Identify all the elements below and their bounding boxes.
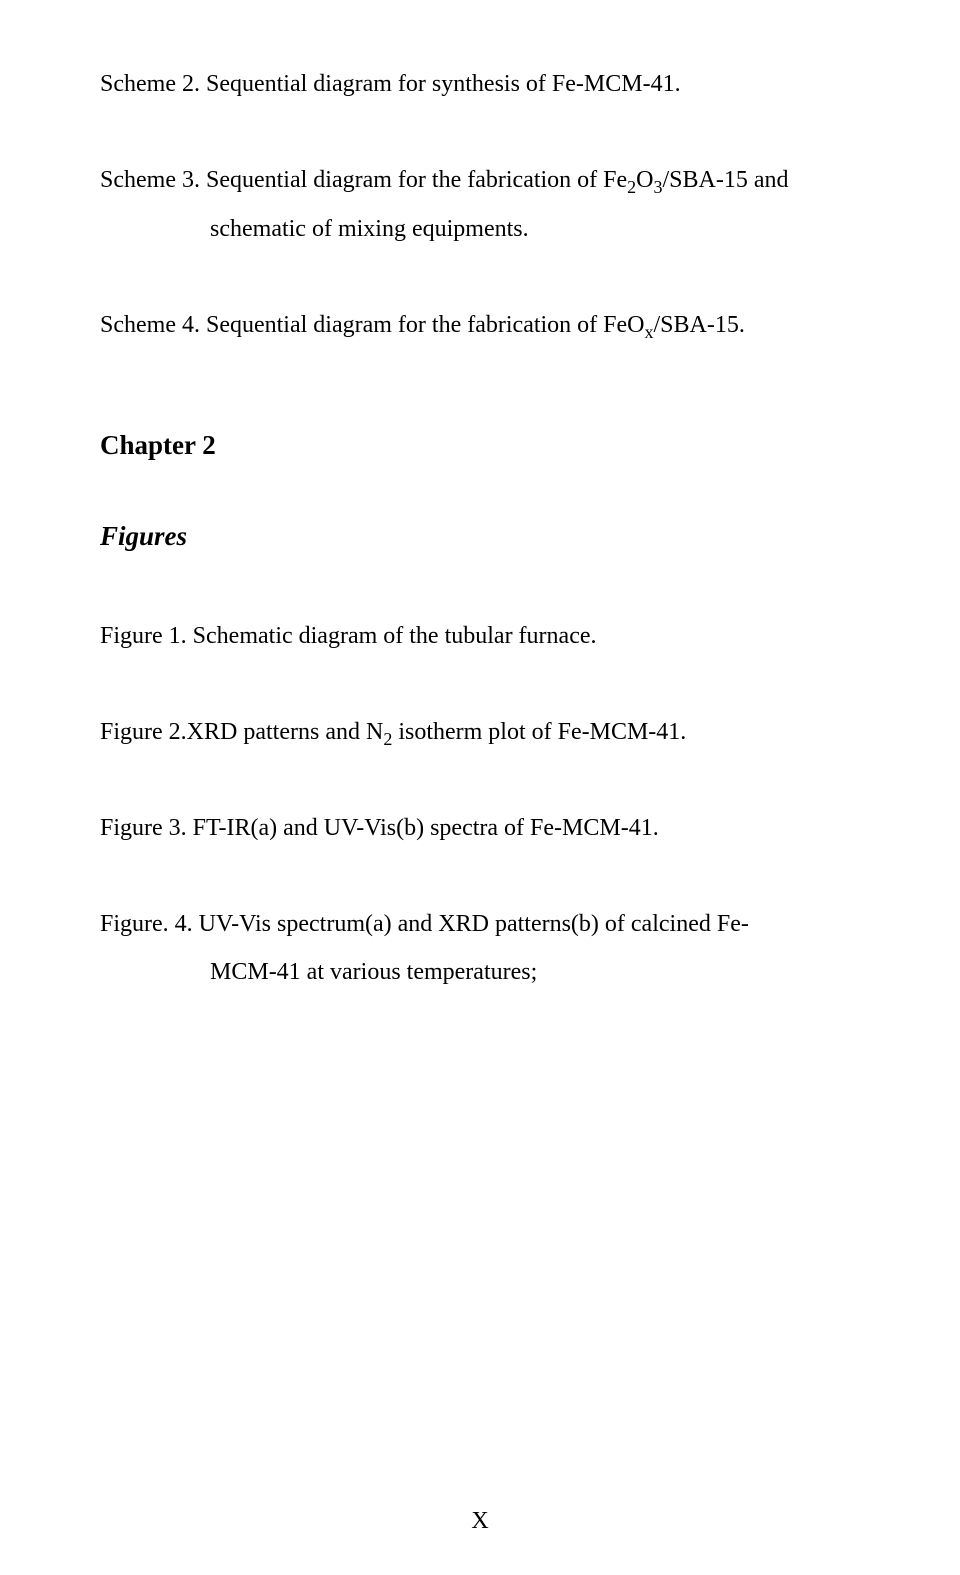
- figure-4-line2: MCM-41 at various temperatures;: [100, 948, 860, 996]
- scheme-4-text-p1: Sequential diagram for the fabrication o…: [200, 312, 645, 338]
- scheme-3-entry: Scheme 3. Sequential diagram for the fab…: [100, 156, 860, 253]
- scheme-3-line1: Scheme 3. Sequential diagram for the fab…: [100, 156, 860, 205]
- figure-2-entry: Figure 2.XRD patterns and N2 isotherm pl…: [100, 708, 860, 757]
- figure-4-entry: Figure. 4. UV-Vis spectrum(a) and XRD pa…: [100, 900, 860, 996]
- figure-4-label: Figure. 4.: [100, 911, 193, 937]
- scheme-4-label: Scheme 4.: [100, 312, 200, 338]
- scheme-3-text-p1: Sequential diagram for the fabrication o…: [200, 167, 627, 193]
- figure-3-entry: Figure 3. FT-IR(a) and UV-Vis(b) spectra…: [100, 804, 860, 852]
- figures-heading: Figures: [100, 521, 860, 552]
- scheme-4-entry: Scheme 4. Sequential diagram for the fab…: [100, 301, 860, 350]
- figure-4-text-1: UV-Vis spectrum(a) and XRD patterns(b) o…: [193, 911, 749, 937]
- scheme-3-text-p3: /SBA-15 and: [663, 167, 789, 193]
- scheme-2-label: Scheme 2.: [100, 71, 200, 97]
- scheme-3-line2: schematic of mixing equipments.: [100, 205, 860, 253]
- figure-1-text: Schematic diagram of the tubular furnace…: [187, 623, 597, 649]
- scheme-3-sub1: 2: [627, 177, 636, 197]
- figure-4-line1: Figure. 4. UV-Vis spectrum(a) and XRD pa…: [100, 900, 860, 948]
- figure-2-label: Figure 2.: [100, 719, 187, 745]
- scheme-4-sub1: x: [645, 322, 654, 342]
- chapter-heading: Chapter 2: [100, 430, 860, 461]
- page-number: X: [471, 1508, 488, 1535]
- scheme-3-text-p2: O: [636, 167, 653, 193]
- figure-2-text-p1: XRD patterns and N: [187, 719, 384, 745]
- scheme-3-label: Scheme 3.: [100, 167, 200, 193]
- figure-3-text: FT-IR(a) and UV-Vis(b) spectra of Fe-MCM…: [187, 815, 659, 841]
- scheme-2-entry: Scheme 2. Sequential diagram for synthes…: [100, 60, 860, 108]
- figure-2-text-p2: isotherm plot of Fe-MCM-41.: [392, 719, 686, 745]
- figure-1-entry: Figure 1. Schematic diagram of the tubul…: [100, 612, 860, 660]
- scheme-2-text: Sequential diagram for synthesis of Fe-M…: [200, 71, 681, 97]
- figure-2-sub1: 2: [383, 728, 392, 748]
- scheme-4-text-p2: /SBA-15.: [654, 312, 745, 338]
- scheme-3-sub2: 3: [654, 177, 663, 197]
- figure-1-label: Figure 1.: [100, 623, 187, 649]
- figure-3-label: Figure 3.: [100, 815, 187, 841]
